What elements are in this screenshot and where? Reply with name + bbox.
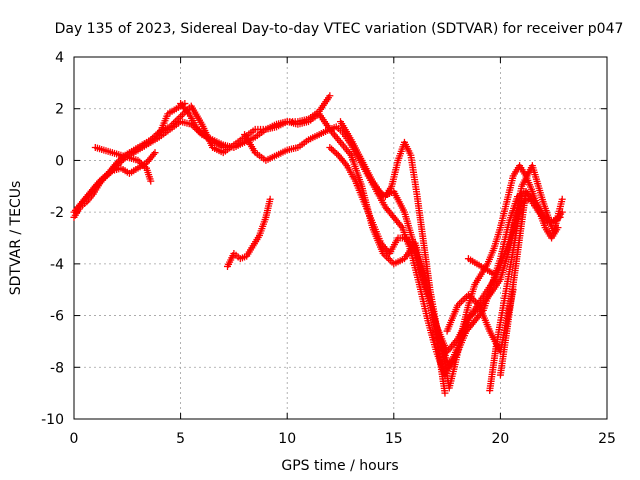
data-point-marker xyxy=(558,195,566,203)
data-point-marker xyxy=(490,270,498,278)
data-point-marker xyxy=(329,147,337,155)
data-point-marker xyxy=(459,296,467,304)
data-point-marker xyxy=(457,298,465,306)
data-series xyxy=(91,144,155,185)
x-tick-label: 5 xyxy=(176,431,185,447)
x-tick-label: 25 xyxy=(598,431,616,447)
data-point-marker xyxy=(388,258,396,266)
y-tick-label: 0 xyxy=(55,153,64,169)
data-point-marker xyxy=(175,114,183,122)
data-points xyxy=(70,92,566,397)
data-series xyxy=(368,138,562,392)
data-point-marker xyxy=(151,149,159,157)
data-series xyxy=(155,100,189,139)
data-series xyxy=(464,255,498,278)
data-series xyxy=(74,149,159,211)
chart-title: Day 135 of 2023, Sidereal Day-to-day VTE… xyxy=(55,21,624,37)
data-point-marker xyxy=(331,148,339,156)
data-point-marker xyxy=(181,100,189,108)
x-tick-label: 10 xyxy=(278,431,296,447)
data-point-marker xyxy=(522,187,530,195)
data-point-marker xyxy=(441,389,449,397)
data-point-marker xyxy=(326,92,334,100)
data-point-marker xyxy=(326,144,334,151)
x-tick-label: 15 xyxy=(385,431,403,447)
x-tick-label: 20 xyxy=(491,431,509,447)
data-point-marker xyxy=(328,145,336,153)
y-tick-label: 4 xyxy=(55,50,64,66)
data-point-marker xyxy=(333,150,341,158)
data-series xyxy=(496,187,530,379)
grid xyxy=(74,57,607,419)
data-point-marker xyxy=(554,224,562,232)
y-tick-label: -4 xyxy=(50,257,64,273)
x-tick-label: 0 xyxy=(70,431,79,447)
data-series xyxy=(70,102,355,216)
data-point-marker xyxy=(171,118,179,126)
y-tick-label: -8 xyxy=(50,360,64,376)
data-series xyxy=(224,195,274,270)
y-tick-label: -10 xyxy=(41,412,64,428)
data-point-marker xyxy=(147,177,155,185)
y-tick-label: -2 xyxy=(50,205,64,221)
y-axis-label: SDTVAR / TECUs xyxy=(8,181,24,296)
plot-frame xyxy=(73,56,608,420)
data-series xyxy=(70,92,334,221)
data-point-marker xyxy=(384,255,392,263)
data-series xyxy=(347,151,449,397)
x-axis-label: GPS time / hours xyxy=(281,458,398,474)
data-series xyxy=(177,100,227,151)
y-tick-label: 2 xyxy=(55,102,64,118)
data-point-marker xyxy=(266,195,274,203)
y-tick-label: -6 xyxy=(50,309,64,325)
data-point-marker xyxy=(219,144,227,151)
